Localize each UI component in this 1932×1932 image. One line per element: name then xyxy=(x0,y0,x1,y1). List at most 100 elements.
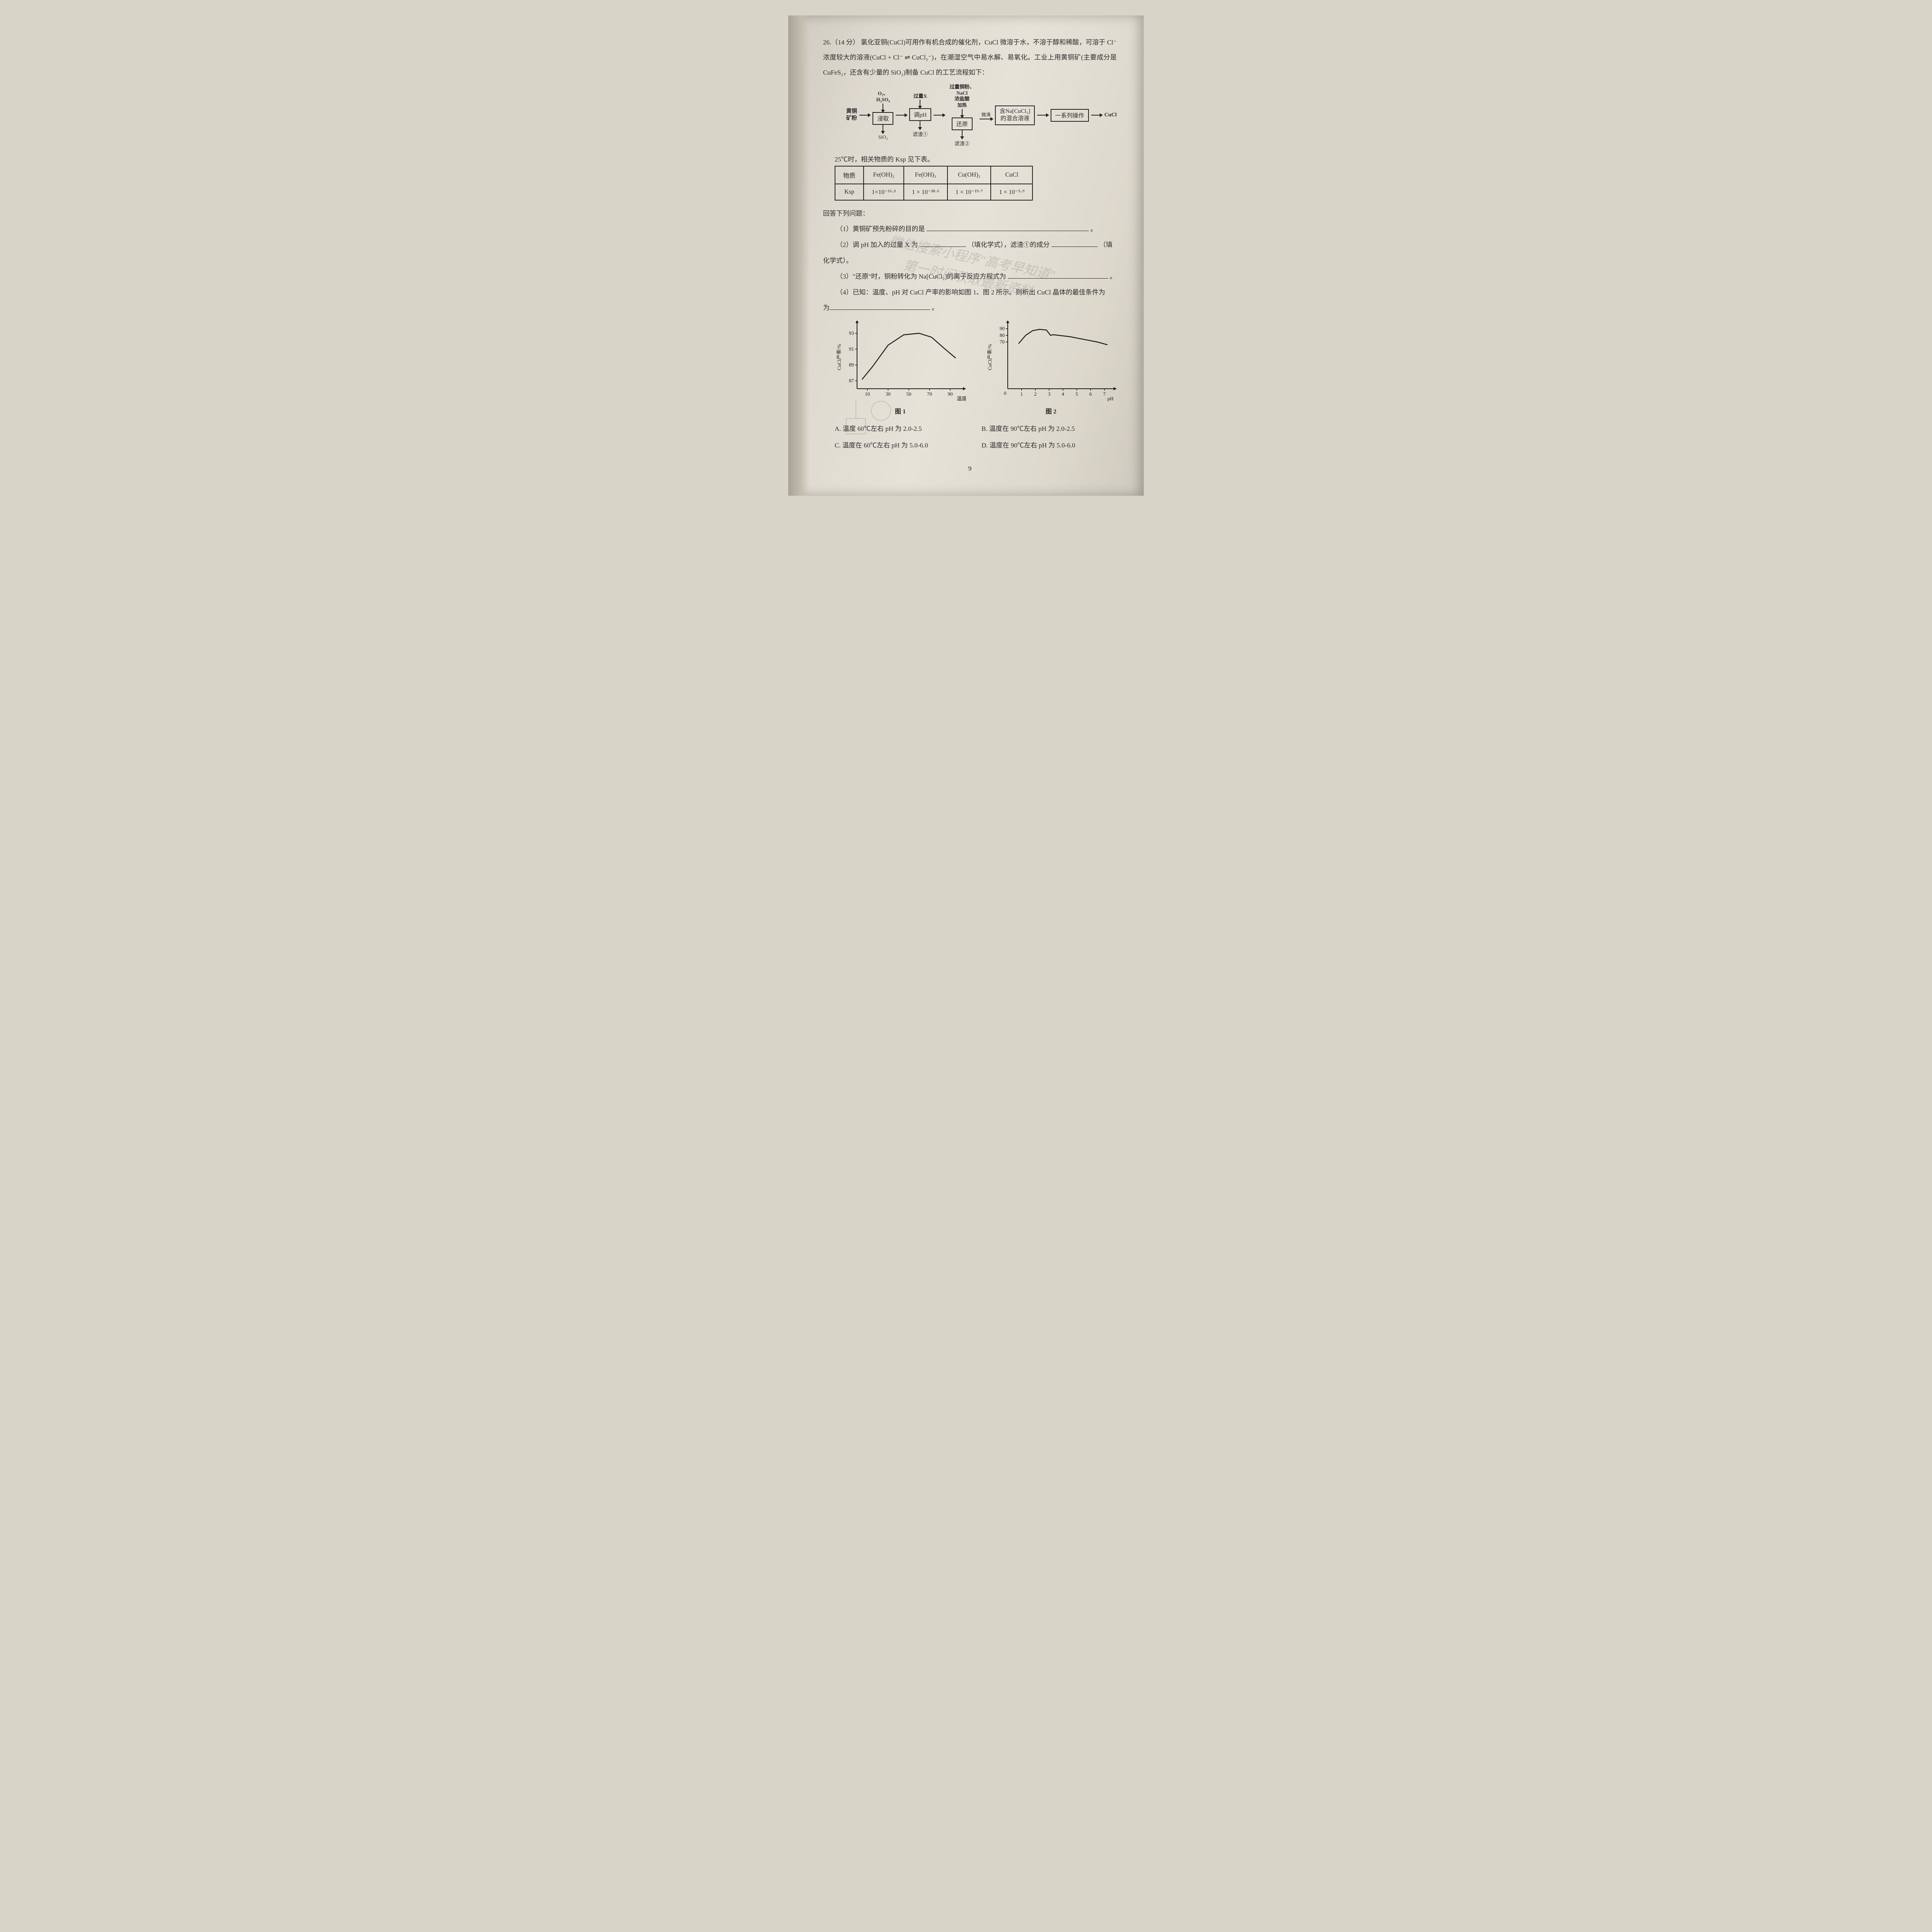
arrow-icon xyxy=(1037,115,1048,116)
answer-options: A. 温度 60℃左右 pH 为 2.0-2.5 B. 温度在 90℃左右 pH… xyxy=(835,423,1117,449)
answer-blank[interactable] xyxy=(830,303,930,310)
flow-input-label: 黄铜 矿粉 xyxy=(846,109,857,121)
table-row: 物质 Fe(OH)₂ Fe(OH)₃ Cu(OH)₂ CuCl xyxy=(835,166,1032,184)
answer-blank[interactable] xyxy=(1051,240,1098,247)
q1-text: （1）黄铜矿预先粉碎的目的是 xyxy=(836,225,925,233)
svg-text:CuCl产率/%: CuCl产率/% xyxy=(987,344,993,370)
table-header-cell: Fe(OH)₂ xyxy=(864,166,904,184)
sub-question-1: （1）黄铜矿预先粉碎的目的是 。 xyxy=(823,221,1117,237)
residue-3-label: 滤渣② xyxy=(954,139,969,147)
table-header-cell: Cu(OH)₂ xyxy=(947,166,991,184)
svg-text:89: 89 xyxy=(849,362,854,368)
exam-page: 26.（14 分） 氯化亚铜(CuCl)可用作有机合成的催化剂，CuCl 微溶于… xyxy=(788,15,1144,496)
option-c[interactable]: C. 温度在 60℃左右 pH 为 5.0-6.0 xyxy=(835,440,970,449)
process-flowchart: 黄铜 矿粉 O₂、H₂SO₄ 浸取 SiO₂ 过量X 调pH 滤渣① xyxy=(846,84,1117,146)
svg-text:4: 4 xyxy=(1062,391,1065,397)
sub-question-4-line2: 为 。 xyxy=(823,300,1117,316)
svg-text:87: 87 xyxy=(849,378,854,384)
residue-1-label: SiO₂ xyxy=(878,134,888,140)
reagent-2-label: 过量X xyxy=(913,93,927,99)
svg-text:5: 5 xyxy=(1075,391,1078,397)
svg-text:91: 91 xyxy=(849,346,854,352)
answer-intro: 回答下列问题： xyxy=(823,206,1117,222)
residue-2-label: 滤渣① xyxy=(913,130,928,138)
step-box-3: 还原 xyxy=(952,117,973,130)
arrow-icon xyxy=(859,115,870,116)
flow-step-1: O₂、H₂SO₄ 浸取 SiO₂ xyxy=(872,90,893,140)
table-cell: Ksp xyxy=(835,184,864,200)
question-text: 氯化亚铜(CuCl)可用作有机合成的催化剂，CuCl 微溶于水，不溶于醇和稀酸，… xyxy=(823,39,1117,76)
chart-1-caption: 图 1 xyxy=(835,406,966,415)
svg-text:2: 2 xyxy=(1034,391,1037,397)
question-number: 26.（14 分） xyxy=(823,39,859,46)
q4-end: 。 xyxy=(932,304,938,311)
reagent-3c: 加热 xyxy=(957,102,967,108)
svg-text:10: 10 xyxy=(865,391,870,397)
q3-end: 。 xyxy=(1110,273,1116,280)
svg-text:1: 1 xyxy=(1020,391,1023,397)
q4-text: （4）已知：温度、pH 对 CuCl 产率的影响如图 1、图 2 所示。则析出 … xyxy=(836,289,1105,296)
svg-text:30: 30 xyxy=(886,391,891,397)
table-cell: 1×10⁻¹⁶·³ xyxy=(864,184,904,200)
sub-question-4: （4）已知：温度、pH 对 CuCl 产率的影响如图 1、图 2 所示。则析出 … xyxy=(823,285,1117,301)
page-spine-shadow xyxy=(788,15,810,496)
svg-text:pH: pH xyxy=(1107,396,1114,401)
answer-blank[interactable] xyxy=(927,224,1089,231)
ksp-intro: 25℃时，相关物质的 Ksp 见下表。 xyxy=(835,154,1117,163)
table-header-cell: 物质 xyxy=(835,166,864,184)
chart-2: 1 2 3 4 5 6 7 708090 pH CuCl产率/% 0 图 2 xyxy=(985,321,1117,415)
option-a[interactable]: A. 温度 60℃左右 pH 为 2.0-2.5 xyxy=(835,423,970,433)
charts-row: 103050709087899193温度/℃CuCl产率/% 图 1 12345… xyxy=(835,321,1117,415)
table-header-cell: Fe(OH)₃ xyxy=(904,166,947,184)
step-box-2: 调pH xyxy=(909,108,931,121)
arrow-icon xyxy=(934,115,944,116)
option-d[interactable]: D. 温度在 90℃左右 pH 为 5.0-6.0 xyxy=(981,440,1117,449)
svg-text:温度/℃: 温度/℃ xyxy=(957,396,966,401)
question-intro: 26.（14 分） 氯化亚铜(CuCl)可用作有机合成的催化剂，CuCl 微溶于… xyxy=(823,35,1117,80)
arrow-icon xyxy=(1091,115,1102,116)
sub-question-3: （3）"还原"时，铜粉转化为 Na[CuCl₂]的离子反应方程式为 。 xyxy=(823,269,1117,285)
step4-line2: 的混合溶液 xyxy=(1000,116,1029,122)
chart-1-svg: 103050709087899193温度/℃CuCl产率/% xyxy=(835,321,966,402)
questions-block: 微信搜索小程序"高考早知道" 第一时间获取最新资料 （1）黄铜矿预先粉碎的目的是… xyxy=(823,221,1117,316)
chart-1: 103050709087899193温度/℃CuCl产率/% 图 1 xyxy=(835,321,966,415)
reagent-3-label: 过量铜粉、NaCl 浓盐酸 加热 xyxy=(947,84,977,108)
svg-text:70: 70 xyxy=(1000,339,1005,345)
reagent-3a: 过量铜粉、NaCl xyxy=(949,84,975,96)
reagent-1-label: O₂、H₂SO₄ xyxy=(872,90,893,102)
q1-end: 。 xyxy=(1090,225,1097,233)
table-cell: 1 × 10⁻¹⁹·⁷ xyxy=(947,184,991,200)
step4-line1: 含Na[CuCl₂] xyxy=(1000,108,1030,114)
table-cell: 1 × 10⁻³⁸·⁶ xyxy=(904,184,947,200)
svg-text:90: 90 xyxy=(1000,326,1005,332)
page-number: 9 xyxy=(823,465,1117,473)
option-b[interactable]: B. 温度在 90℃左右 pH 为 2.0-2.5 xyxy=(981,423,1117,433)
flow-input: 黄铜 矿粉 xyxy=(846,108,857,122)
svg-text:6: 6 xyxy=(1089,391,1092,397)
step-box-4: 含Na[CuCl₂] 的混合溶液 xyxy=(995,105,1035,125)
table-cell: 1 × 10⁻⁵·⁹ xyxy=(991,184,1032,200)
flow-step-3: 过量铜粉、NaCl 浓盐酸 加热 还原 滤渣② xyxy=(947,84,977,146)
svg-text:0: 0 xyxy=(1004,390,1007,396)
step-box-1: 浸取 xyxy=(872,112,893,125)
flow-output: CuCl xyxy=(1104,112,1117,119)
flow-arrow-mid: 微沸 xyxy=(980,111,993,119)
chart-2-caption: 图 2 xyxy=(985,406,1117,415)
svg-text:80: 80 xyxy=(1000,332,1005,338)
arrow-icon xyxy=(896,115,906,116)
table-row: Ksp 1×10⁻¹⁶·³ 1 × 10⁻³⁸·⁶ 1 × 10⁻¹⁹·⁷ 1 … xyxy=(835,184,1032,200)
svg-text:93: 93 xyxy=(849,330,854,336)
sub-question-2: （2）调 pH 加入的过量 X 为 （填化学式），滤渣①的成分 （填化学式）。 xyxy=(823,237,1117,269)
table-header-cell: CuCl xyxy=(991,166,1032,184)
q3-text: （3）"还原"时，铜粉转化为 Na[CuCl₂]的离子反应方程式为 xyxy=(836,273,1006,280)
svg-text:7: 7 xyxy=(1103,391,1106,397)
step-box-5: 一系列操作 xyxy=(1051,109,1089,122)
answer-blank[interactable] xyxy=(920,240,966,247)
mid-label: 微沸 xyxy=(981,111,991,118)
q2-text-mid: （填化学式），滤渣①的成分 xyxy=(968,241,1050,248)
svg-text:3: 3 xyxy=(1048,391,1051,397)
flow-step-2: 过量X 调pH 滤渣① xyxy=(909,93,931,138)
svg-text:50: 50 xyxy=(906,391,912,397)
answer-blank[interactable] xyxy=(1008,271,1108,279)
svg-text:90: 90 xyxy=(948,391,953,397)
